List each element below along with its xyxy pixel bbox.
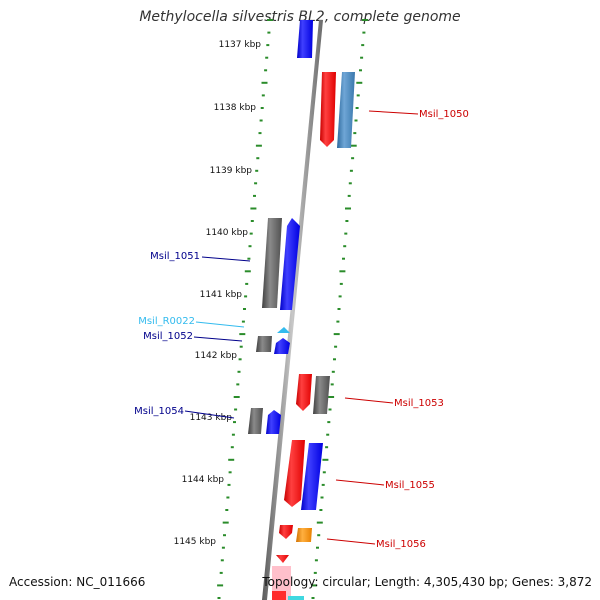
cds-grey-1052	[256, 336, 272, 352]
leader-msil-1055	[335, 479, 385, 486]
left-tick-rail	[217, 19, 273, 599]
cds-msil-1051	[280, 218, 300, 310]
accession-text: Accession: NC_011666	[9, 575, 146, 589]
gene-labels: Msil_1050 Msil_1051 Msil_R0022 Msil_1052…	[134, 109, 469, 550]
label-leaders	[184, 110, 419, 545]
gene-label-msil-1051[interactable]: Msil_1051	[150, 251, 200, 262]
gene-label-msil-r0022[interactable]: Msil_R0022	[138, 316, 195, 327]
ruler-tick-label: 1144 kbp	[182, 475, 225, 485]
cds-grey-1053	[313, 376, 330, 414]
cds-msil-1052	[274, 338, 290, 354]
ruler-tick-label: 1143 kbp	[190, 413, 233, 423]
leader-msil-1053	[344, 397, 394, 404]
topology-summary: Topology: circular; Length: 4,305,430 bp…	[262, 575, 592, 589]
ruler-tick-label: 1140 kbp	[206, 228, 249, 238]
ruler-tick-label: 1137 kbp	[219, 40, 262, 50]
cds-orange	[296, 528, 312, 542]
gene-label-msil-1052[interactable]: Msil_1052	[143, 331, 193, 342]
rna-msil-r0022	[277, 327, 290, 333]
cds-msil-1054	[266, 410, 281, 434]
gene-label-msil-1053[interactable]: Msil_1053	[394, 398, 444, 409]
feature-track	[248, 20, 355, 600]
cds-msil-1056	[279, 525, 293, 539]
gene-label-msil-1056[interactable]: Msil_1056	[376, 539, 426, 550]
cds-msil-1055	[284, 440, 305, 507]
gene-label-msil-1055[interactable]: Msil_1055	[385, 480, 435, 491]
cds-red-small	[276, 555, 289, 563]
cds-forward-top	[297, 20, 313, 58]
map-title: Methylocella silvestris BL2, complete ge…	[139, 9, 461, 25]
cds-grey-1051	[262, 218, 282, 308]
leader-msil-1051	[201, 256, 251, 262]
cds-grey-1054	[248, 408, 263, 434]
genome-backbone	[262, 20, 323, 600]
leader-msil-1054	[184, 410, 235, 419]
leader-msil-1052	[193, 336, 243, 342]
ruler-tick-label: 1145 kbp	[174, 537, 217, 547]
leader-msil-1050	[368, 110, 419, 115]
cds-blue-1055	[301, 443, 323, 510]
gene-label-msil-1054[interactable]: Msil_1054	[134, 406, 184, 417]
leader-msil-1056	[326, 538, 376, 545]
ruler-tick-label: 1142 kbp	[195, 351, 238, 361]
cds-cyan-bottom	[288, 596, 304, 600]
cds-steel	[337, 72, 355, 148]
ruler-labels: 1137 kbp 1138 kbp 1139 kbp 1140 kbp 1141…	[174, 40, 262, 547]
cds-msil-1053	[296, 374, 312, 411]
cds-red-bottom	[272, 591, 286, 600]
gene-label-msil-1050[interactable]: Msil_1050	[419, 109, 469, 120]
leader-msil-r0022	[195, 321, 245, 328]
ruler-tick-label: 1138 kbp	[214, 103, 257, 113]
right-tick-rail	[311, 19, 368, 599]
ruler-tick-label: 1141 kbp	[200, 290, 243, 300]
ruler-tick-label: 1139 kbp	[210, 166, 253, 176]
cds-msil-1050	[320, 72, 336, 147]
